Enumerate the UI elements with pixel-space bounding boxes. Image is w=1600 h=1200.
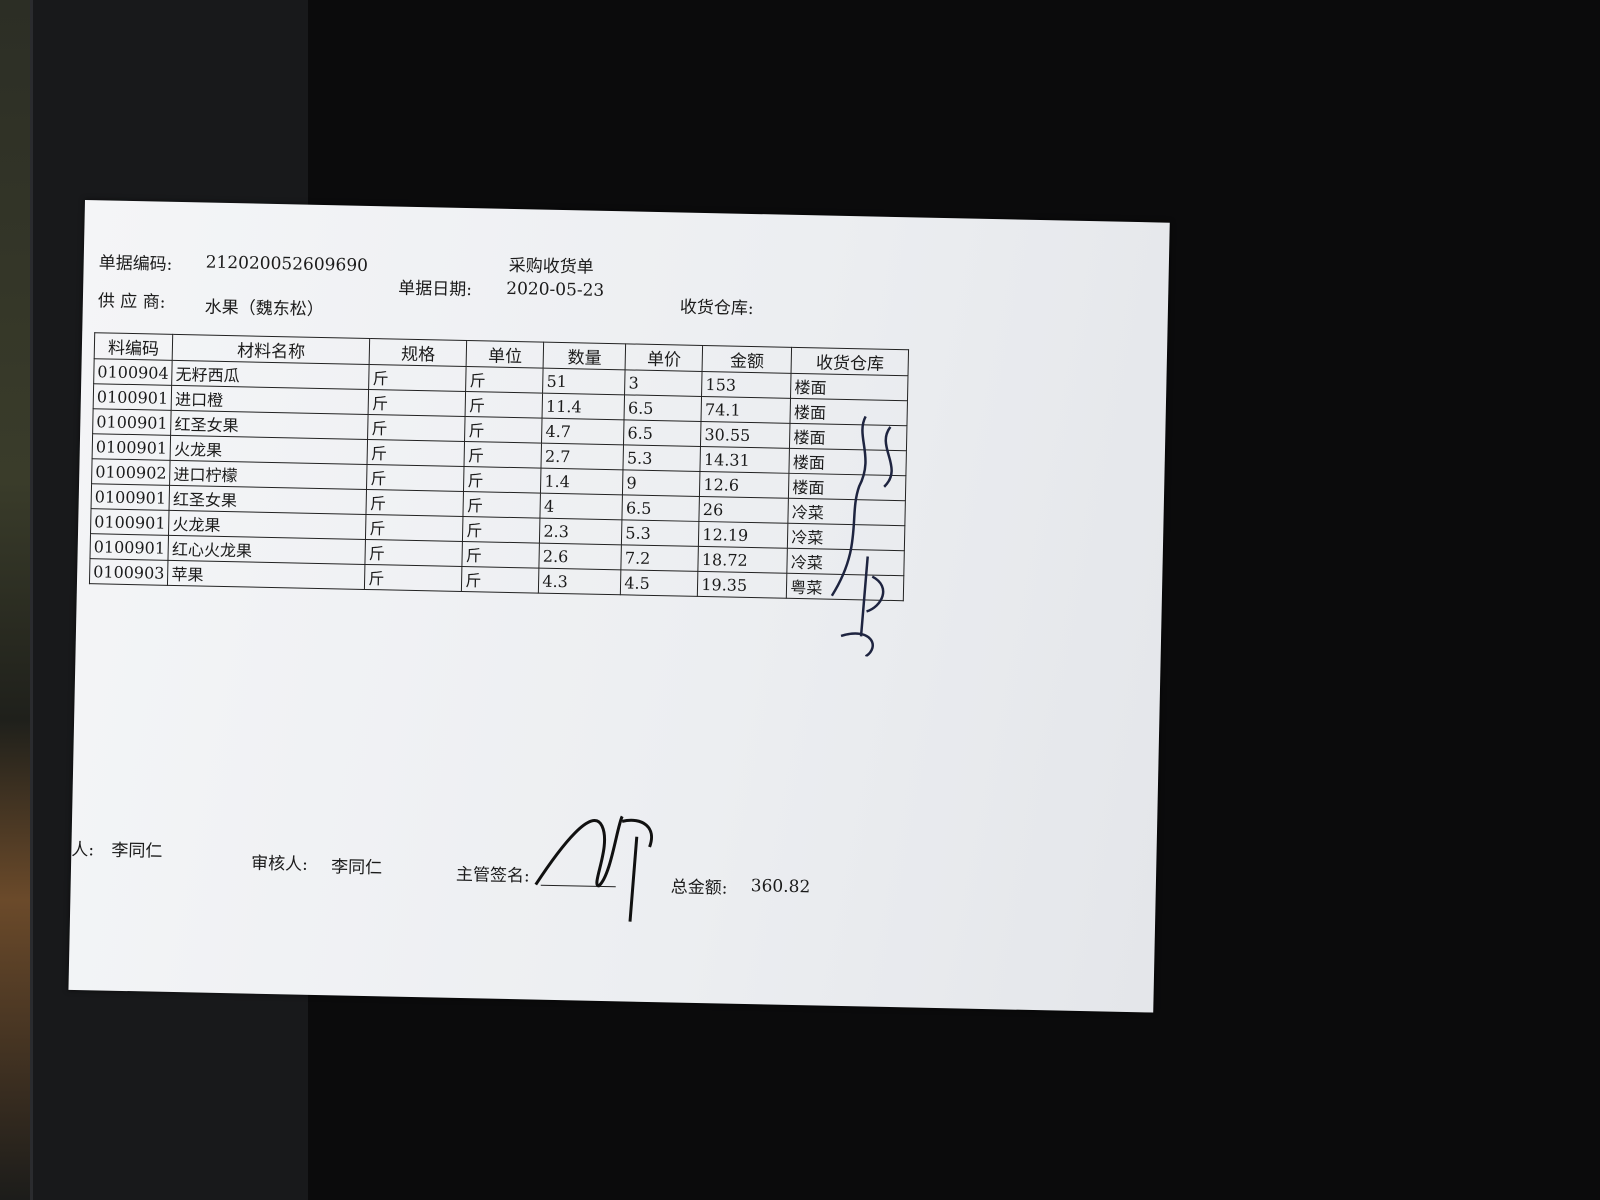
cell-spec: 斤 (366, 464, 465, 492)
column-header: 单位 (466, 340, 544, 369)
total-label: 总金额: (670, 877, 728, 899)
cell-price: 6.5 (624, 394, 702, 422)
cell-unit: 斤 (464, 416, 543, 444)
cell-code: 0100901 (92, 408, 172, 436)
cell-price: 7.2 (621, 544, 699, 572)
column-header: 单价 (625, 343, 703, 372)
cell-spec: 斤 (367, 439, 465, 467)
cell-name: 苹果 (167, 560, 366, 590)
receipt-paper: 采购收货单 单据编码: 212020052609690 单据日期: 2020-0… (68, 200, 1170, 1013)
column-header: 数量 (543, 342, 626, 370)
handwritten-signature (830, 415, 893, 658)
cell-qty: 4.3 (538, 568, 622, 595)
column-header: 金额 (702, 345, 792, 374)
cell-code: 0100904 (93, 358, 173, 386)
cell-code: 0100901 (89, 533, 169, 561)
supplier-label: 供 应 商: (97, 291, 166, 313)
column-header: 料编码 (94, 332, 173, 361)
maker: 李同仁 (111, 840, 163, 862)
cell-unit: 斤 (465, 391, 543, 419)
cell-spec: 斤 (364, 564, 463, 592)
cell-unit: 斤 (465, 366, 544, 394)
cell-price: 5.3 (621, 519, 700, 547)
cell-unit: 斤 (463, 491, 541, 519)
cell-unit: 斤 (461, 566, 540, 594)
cell-amount: 12.19 (698, 521, 789, 549)
cell-name: 红心火龙果 (168, 535, 366, 565)
cell-spec: 斤 (368, 389, 466, 417)
cell-code: 0100903 (89, 558, 169, 586)
reviewer-label: 审核人: (250, 853, 309, 875)
column-header: 收货仓库 (791, 347, 909, 376)
cell-name: 红圣女果 (169, 485, 367, 515)
supplier: 水果（魏东松） (204, 297, 324, 321)
reviewer: 李同仁 (330, 857, 383, 879)
total-amount: 360.82 (750, 876, 811, 898)
cell-qty: 4.7 (541, 418, 625, 445)
cell-amount: 74.1 (701, 396, 791, 424)
cell-name: 红圣女果 (170, 410, 369, 440)
cell-unit: 斤 (462, 516, 541, 544)
supervisor-label: 主管签名: (455, 864, 530, 887)
cell-amount: 19.35 (697, 571, 788, 599)
background-object (0, 0, 30, 1200)
cell-name: 火龙果 (170, 435, 368, 465)
cell-spec: 斤 (367, 414, 466, 442)
cell-unit: 斤 (464, 441, 542, 469)
cell-qty: 51 (542, 368, 626, 395)
cell-qty: 4 (540, 493, 623, 520)
cell-name: 进口橙 (171, 385, 369, 415)
date-label: 单据日期: (398, 278, 473, 301)
cell-amount: 18.72 (698, 546, 788, 574)
items-table: 料编码 材料名称 规格 单位 数量 单价 金额 收货仓库 0100904 无籽西瓜斤斤 51 3 15… (89, 332, 909, 601)
cell-price: 6.5 (623, 419, 702, 447)
cell-spec: 斤 (368, 364, 467, 392)
cell-price: 5.3 (623, 444, 701, 472)
cell-code: 0100901 (93, 383, 172, 411)
supervisor-signature (534, 815, 653, 922)
cell-code: 0100901 (90, 508, 170, 536)
cell-spec: 斤 (365, 539, 463, 567)
cell-qty: 2.3 (539, 518, 623, 545)
doc-date: 2020-05-23 (506, 278, 605, 301)
cell-name: 无籽西瓜 (171, 360, 370, 390)
cell-unit: 斤 (463, 466, 542, 494)
cell-code: 0100901 (91, 483, 170, 511)
doc-no: 212020052609690 (205, 252, 369, 276)
maker-label: 人: (71, 839, 95, 861)
cell-code: 0100902 (91, 458, 171, 486)
cell-name: 进口柠檬 (169, 460, 368, 490)
cell-amount: 30.55 (700, 421, 791, 449)
column-header: 材料名称 (172, 334, 370, 365)
column-header: 规格 (369, 338, 467, 367)
cell-amount: 14.31 (700, 446, 790, 474)
warehouse-label: 收货仓库: (679, 297, 754, 320)
cell-qty: 2.6 (539, 543, 622, 570)
cell-name: 火龙果 (168, 510, 367, 540)
cell-code: 0100901 (92, 433, 171, 461)
cell-qty: 11.4 (542, 393, 625, 420)
cell-amount: 12.6 (699, 471, 790, 499)
cell-qty: 2.7 (541, 443, 624, 470)
form-title: 采购收货单 (508, 255, 594, 278)
cell-spec: 斤 (366, 489, 464, 517)
cell-spec: 斤 (365, 514, 464, 542)
cell-price: 3 (624, 369, 703, 397)
cell-price: 9 (622, 469, 701, 497)
cell-price: 4.5 (620, 569, 699, 597)
cell-price: 6.5 (622, 494, 700, 522)
cell-amount: 26 (699, 496, 789, 524)
cell-qty: 1.4 (540, 468, 624, 495)
doc-no-label: 单据编码: (98, 253, 173, 275)
cell-unit: 斤 (462, 541, 540, 569)
cell-amount: 153 (701, 371, 792, 399)
